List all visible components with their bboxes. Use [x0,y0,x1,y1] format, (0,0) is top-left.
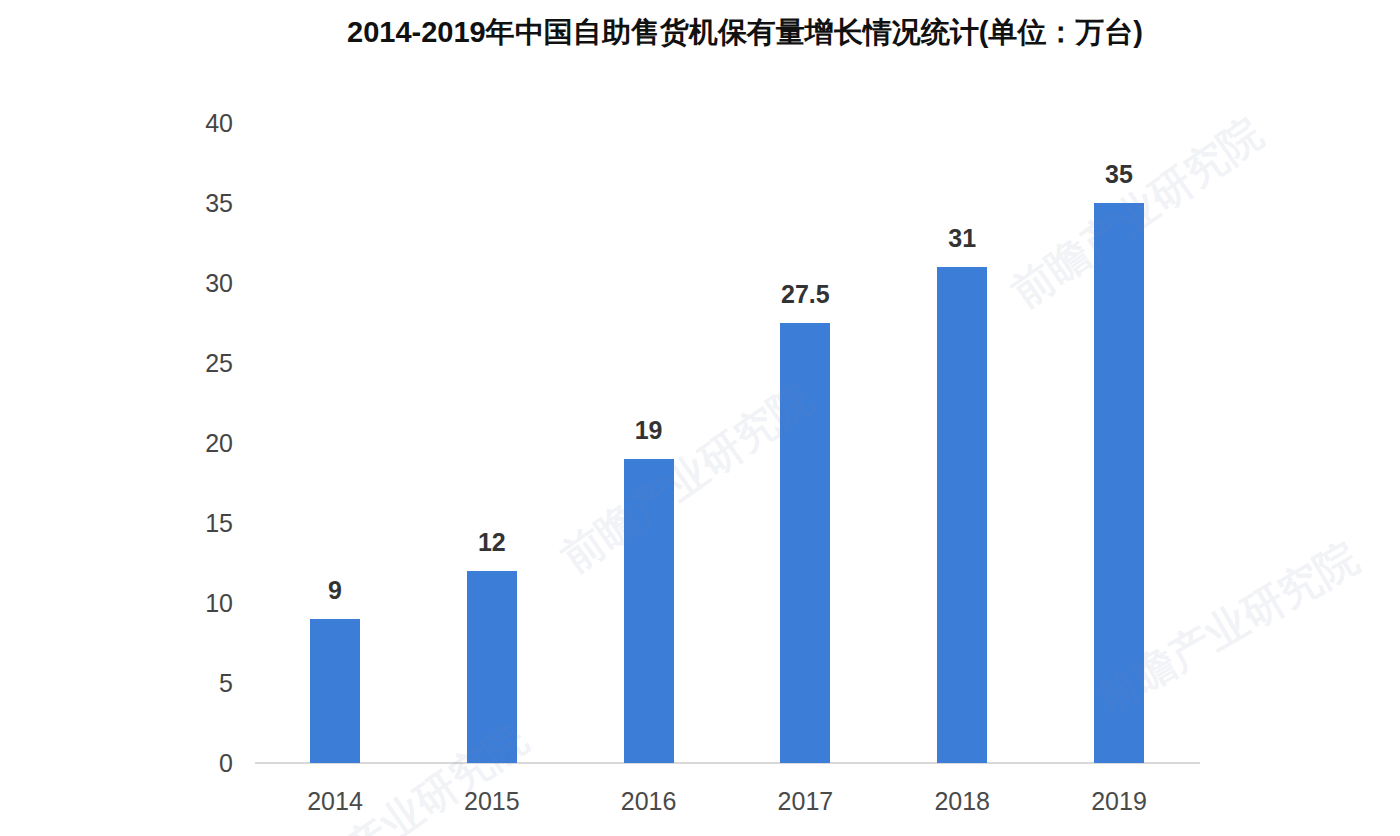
bar-value-label-2018: 31 [892,223,1032,253]
y-tick-label-5: 5 [138,668,233,698]
bar-2018 [937,267,987,763]
bar-value-label-2019: 35 [1049,159,1189,189]
y-tick-label-30: 30 [138,268,233,298]
x-axis-label-2018: 2018 [892,786,1032,816]
y-tick-label-10: 10 [138,588,233,618]
bar-value-label-2014: 9 [265,575,405,605]
bar-2014 [310,619,360,763]
y-tick-label-35: 35 [138,188,233,218]
bar-2015 [467,571,517,763]
y-tick-label-40: 40 [138,108,233,138]
bar-2017 [780,323,830,763]
y-tick-label-0: 0 [138,748,233,778]
y-tick-label-15: 15 [138,508,233,538]
chart-title: 2014-2019年中国自助售货机保有量增长情况统计(单位：万台) [0,13,1400,53]
x-axis-label-2015: 2015 [422,786,562,816]
bar-chart: 2014-2019年中国自助售货机保有量增长情况统计(单位：万台) 0 5 10 15… [0,0,1400,836]
x-axis-label-2017: 2017 [735,786,875,816]
bar-value-label-2016: 19 [579,415,719,445]
bar-2019 [1094,203,1144,763]
x-axis-label-2016: 2016 [579,786,719,816]
x-axis-line [255,762,1200,764]
x-axis-label-2019: 2019 [1049,786,1189,816]
bar-value-label-2017: 27.5 [735,279,875,309]
bar-value-label-2015: 12 [422,527,562,557]
y-tick-label-25: 25 [138,348,233,378]
x-axis-label-2014: 2014 [265,786,405,816]
bar-2016 [624,459,674,763]
y-tick-label-20: 20 [138,428,233,458]
